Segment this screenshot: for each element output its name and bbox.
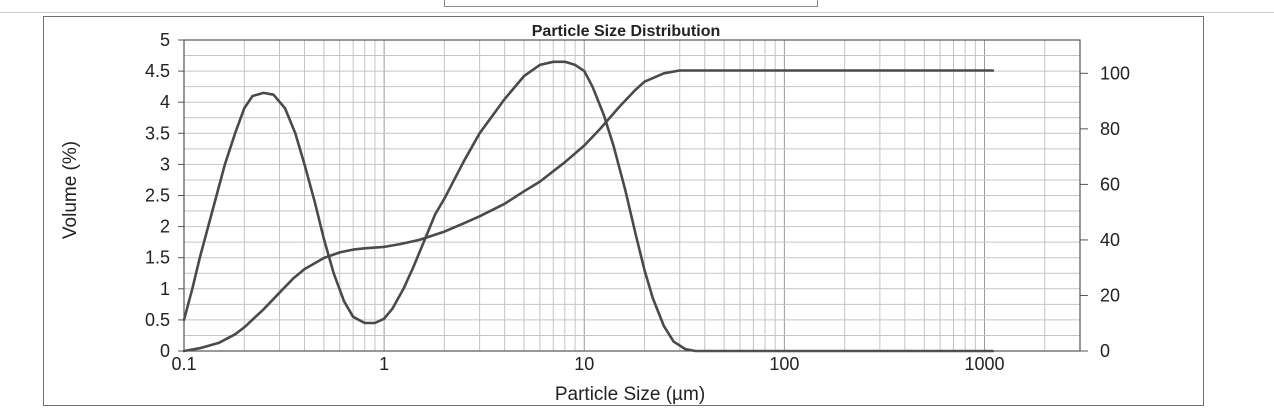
top-divider <box>0 12 1274 13</box>
chart-frame <box>43 16 1204 406</box>
cumulative-series-line <box>182 69 995 353</box>
y-tick-label: 5 <box>160 30 170 50</box>
volume-series-line <box>182 60 995 353</box>
y2-tick-labels: 0 20 40 60 80 100 <box>1080 63 1130 361</box>
bottom-divider <box>43 405 1204 406</box>
y2-tick-label: 100 <box>1100 63 1130 83</box>
x-tick-label: 0.1 <box>171 354 196 374</box>
gridlines <box>184 40 1080 351</box>
x-tick-labels: 0.1 1 10 100 1000 <box>171 354 1004 374</box>
chart-title: Particle Size Distribution <box>532 23 720 40</box>
y-tick-label: 4.5 <box>145 61 170 81</box>
y-tick-label: 4 <box>160 92 170 112</box>
y2-tick-label: 40 <box>1100 230 1120 250</box>
x-tick-label: 1000 <box>964 354 1004 374</box>
x-axis-title: Particle Size (µm) <box>555 384 705 405</box>
x-tick-label: 10 <box>574 354 594 374</box>
x-tick-label: 100 <box>769 354 799 374</box>
y-tick-label: 0 <box>160 341 170 361</box>
y2-tick-label: 20 <box>1100 285 1120 305</box>
y2-tick-label: 60 <box>1100 174 1120 194</box>
y-tick-label: 2.5 <box>145 186 170 206</box>
y-tick-label: 0.5 <box>145 310 170 330</box>
y-tick-label: 2 <box>160 217 170 237</box>
y-tick-label: 3 <box>160 154 170 174</box>
y-axis-title: Volume (%) <box>60 141 81 239</box>
y-tick-label: 3.5 <box>145 123 170 143</box>
y2-tick-label: 80 <box>1100 119 1120 139</box>
series-layer <box>182 60 995 353</box>
y-tick-label: 1 <box>160 279 170 299</box>
y2-tick-label: 0 <box>1100 341 1110 361</box>
y-tick-label: 1.5 <box>145 248 170 268</box>
top-tab-frame <box>444 0 818 7</box>
y-tick-labels: 0 0.5 1 1.5 2 2.5 3 3.5 4 4.5 5 <box>145 30 184 361</box>
x-tick-label: 1 <box>379 354 389 374</box>
